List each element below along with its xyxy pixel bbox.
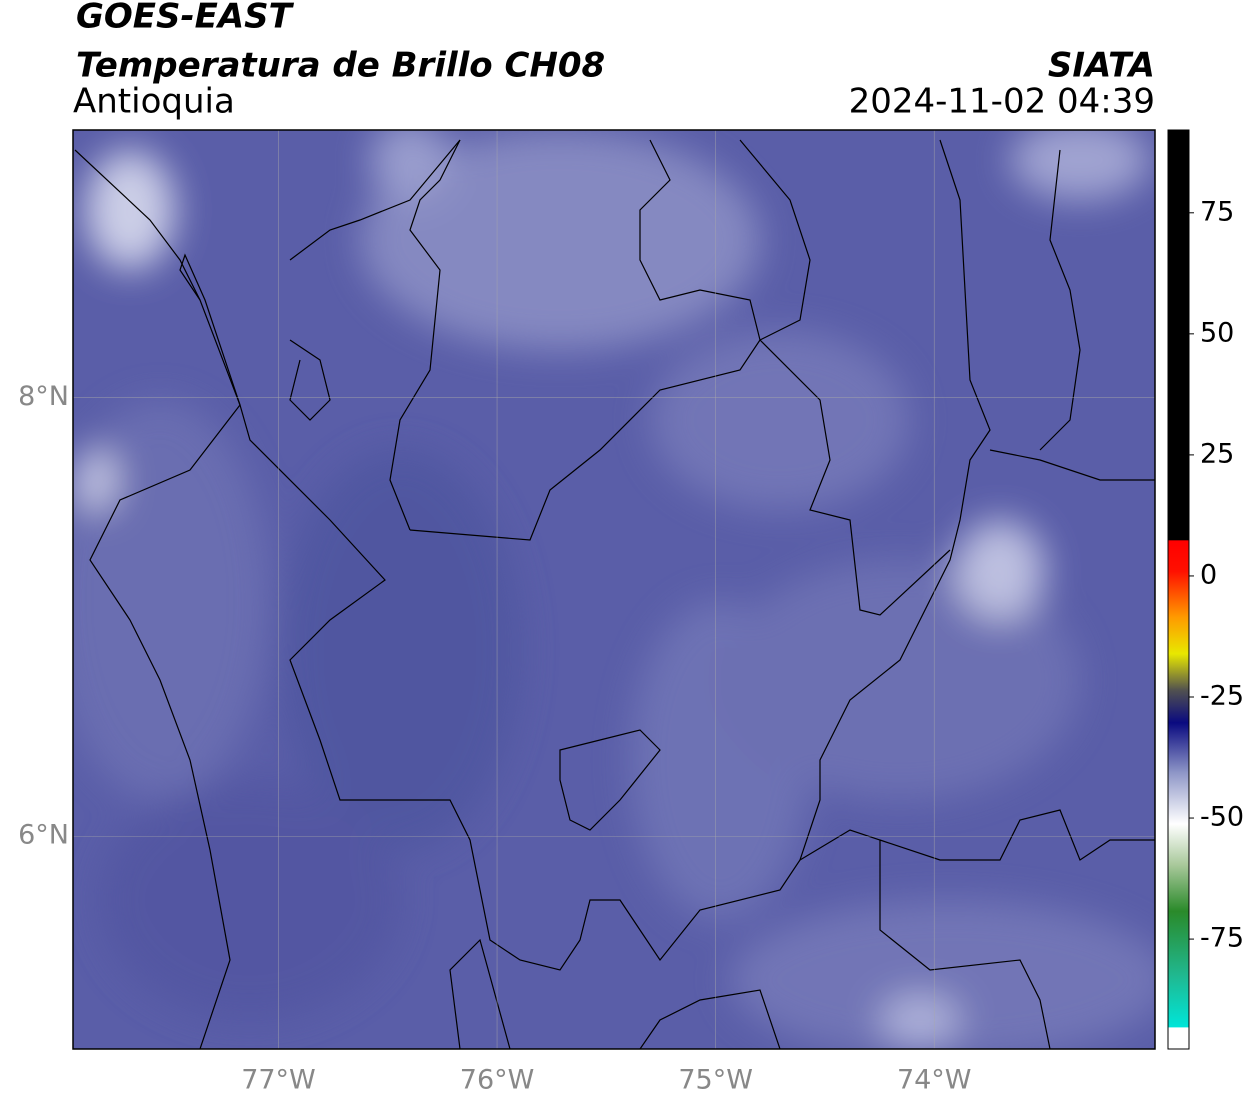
- y-tick-label: 6°N: [18, 820, 69, 851]
- colorbar-tick-label: 50: [1200, 317, 1234, 348]
- colorbar-tick-label: -25: [1200, 680, 1244, 711]
- map-frame: [72, 129, 1156, 1050]
- colorbar-tick-label: 75: [1200, 196, 1234, 227]
- colorbar-tick-label: -50: [1200, 802, 1244, 833]
- x-tick-label: 75°W: [678, 1065, 753, 1096]
- colorbar-tick-label: 0: [1200, 559, 1217, 590]
- y-tick-label: 8°N: [18, 381, 69, 412]
- boundaries: [74, 139, 1155, 1049]
- region: Antioquia: [73, 82, 235, 122]
- title: GOES-EAST: [76, 0, 295, 37]
- x-tick-label: 76°W: [460, 1065, 535, 1096]
- graticule: [73, 130, 1155, 1049]
- colorbar: [1167, 129, 1190, 1050]
- x-tick-label: 74°W: [897, 1065, 972, 1096]
- source: SIATA: [1048, 46, 1155, 86]
- timestamp: 2024-11-02 04:39: [849, 82, 1155, 122]
- satellite-image: [73, 130, 1155, 1049]
- x-tick-label: 77°W: [241, 1065, 316, 1096]
- colorbar-tick-label: -75: [1200, 923, 1244, 954]
- subtitle: Temperatura de Brillo CH08: [76, 46, 605, 86]
- colorbar-tick-label: 25: [1200, 438, 1234, 469]
